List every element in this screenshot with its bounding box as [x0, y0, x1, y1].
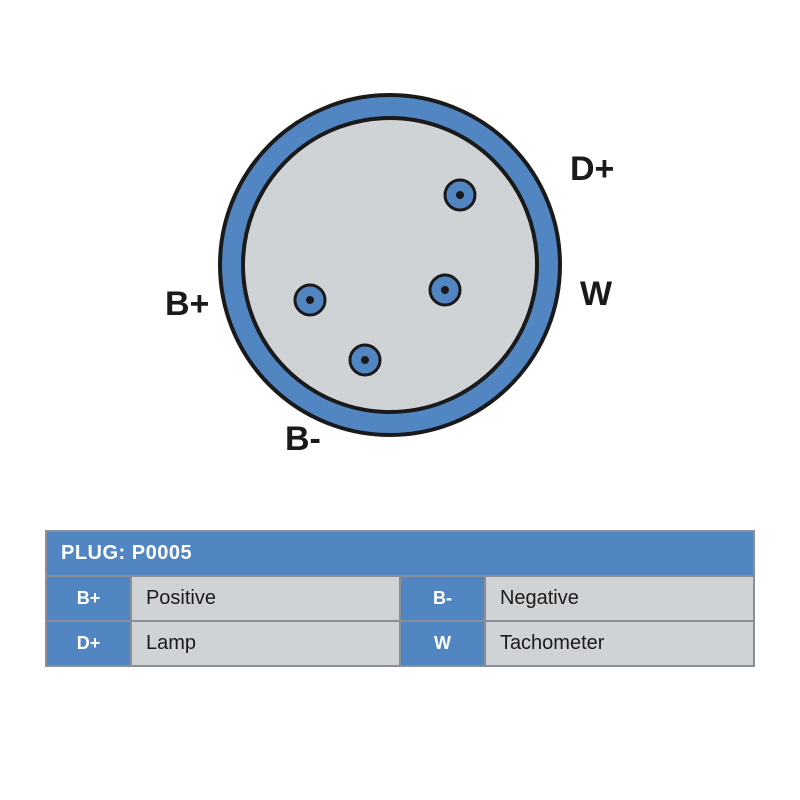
- pin-code: B-: [400, 576, 485, 621]
- pin-label-w: W: [580, 275, 612, 314]
- table-row: B+PositiveB-Negative: [46, 576, 754, 621]
- pin-code: B+: [46, 576, 131, 621]
- pin-label-b-plus: B+: [165, 285, 209, 324]
- table-header: PLUG: P0005: [46, 531, 754, 576]
- pin-label-d-plus: D+: [570, 150, 614, 189]
- pin-code: D+: [46, 621, 131, 666]
- pin-table: PLUG: P0005 B+PositiveB-NegativeD+LampWT…: [45, 530, 755, 667]
- pin-description: Lamp: [131, 621, 400, 666]
- pin-dot-w: [441, 286, 449, 294]
- pin-table-wrap: PLUG: P0005 B+PositiveB-NegativeD+LampWT…: [45, 530, 755, 667]
- pin-code: W: [400, 621, 485, 666]
- pin-description: Positive: [131, 576, 400, 621]
- pin-dot-dplus: [456, 191, 464, 199]
- connector-svg: [0, 0, 800, 520]
- table-row: D+LampWTachometer: [46, 621, 754, 666]
- table-body: B+PositiveB-NegativeD+LampWTachometer: [46, 576, 754, 666]
- pin-dot-bplus: [306, 296, 314, 304]
- pin-dot-bminus: [361, 356, 369, 364]
- pin-description: Negative: [485, 576, 754, 621]
- pin-label-b-minus: B-: [285, 420, 321, 459]
- pin-description: Tachometer: [485, 621, 754, 666]
- connector-face: [243, 118, 537, 412]
- table-header-row: PLUG: P0005: [46, 531, 754, 576]
- diagram-canvas: B+ B- W D+ PLUG: P0005 B+PositiveB-Negat…: [0, 0, 800, 800]
